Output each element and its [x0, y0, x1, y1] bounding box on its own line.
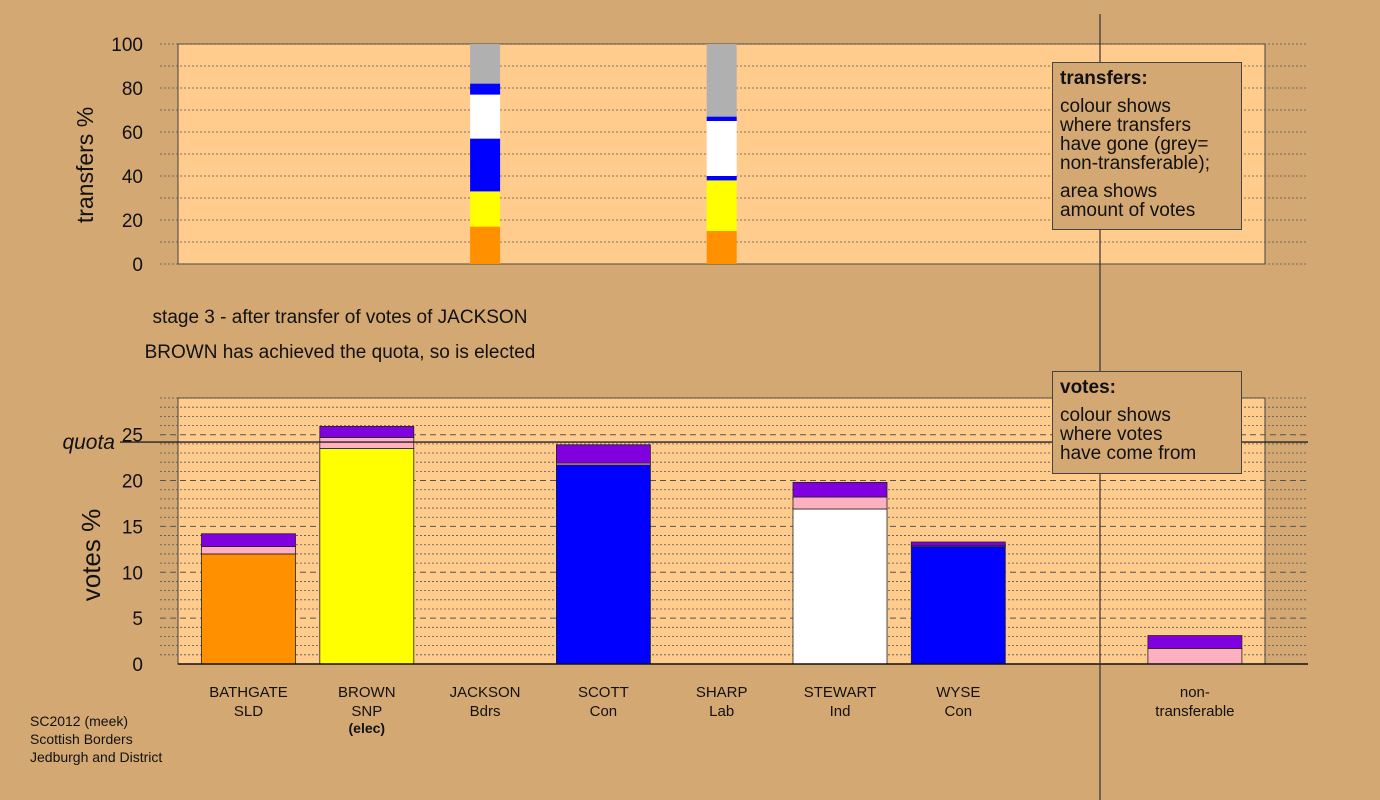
votes-y-axis-label: votes % — [76, 509, 106, 602]
vote-bar-segment — [792, 508, 888, 665]
candidate-name-label: JACKSON — [450, 684, 521, 701]
transfer-bar-segment — [470, 44, 501, 84]
vote-bar-segment — [792, 481, 888, 498]
votes-y-tick-label: 25 — [122, 426, 143, 447]
votes-legend-title: votes: — [1060, 377, 1116, 398]
candidate-name-label: STEWART — [804, 684, 877, 701]
quota-label: quota — [62, 431, 115, 454]
transfer-bar-segment — [706, 121, 737, 176]
transfers-y-tick-label: 60 — [122, 123, 143, 144]
transfer-bar-segment — [706, 116, 737, 121]
votes-legend-line: colour shows where votes have come from — [1060, 405, 1197, 464]
transfers-y-tick-label: 40 — [122, 167, 143, 188]
footer-line: Jedburgh and District — [30, 749, 163, 765]
stage-caption: stage 3 - after transfer of votes of JAC… — [152, 307, 528, 328]
candidate-name-label: non- — [1180, 684, 1210, 701]
result-caption: BROWN has achieved the quota, so is elec… — [144, 342, 536, 363]
vote-bar-segment — [556, 444, 651, 464]
transfer-bar-segment — [470, 138, 501, 192]
votes-y-tick-label: 5 — [132, 609, 143, 630]
votes-legend: votes: colour shows where votes have com… — [1052, 371, 1242, 474]
transfer-bar-segment — [706, 44, 737, 117]
vote-bar-segment — [1147, 648, 1243, 665]
candidate-party-label: SNP — [351, 703, 382, 720]
candidate-party-label: Ind — [830, 703, 851, 720]
candidate-party-label: Lab — [709, 703, 734, 720]
transfers-legend-line: colour shows where transfers have gone (… — [1060, 96, 1210, 174]
votes-y-tick-label: 0 — [132, 655, 143, 676]
vote-bar-segment — [319, 448, 415, 665]
transfer-bar-segment — [470, 94, 501, 139]
vote-bar-segment — [910, 546, 1006, 665]
transfers-y-tick-label: 0 — [132, 255, 143, 276]
footer-line: Scottish Borders — [30, 731, 133, 747]
candidate-name-label: SCOTT — [578, 684, 629, 701]
vote-bar-segment — [556, 464, 651, 665]
transfers-y-tick-label: 100 — [111, 35, 143, 56]
candidate-name-label: BATHGATE — [209, 684, 288, 701]
transfers-legend-line: area shows amount of votes — [1060, 181, 1196, 221]
transfers-y-tick-label: 20 — [122, 211, 143, 232]
votes-y-tick-label: 20 — [122, 472, 143, 493]
transfer-bar-segment — [706, 180, 737, 231]
transfer-bar-segment — [706, 176, 737, 181]
candidate-party-label: Bdrs — [470, 703, 501, 720]
candidate-party-label: Con — [945, 703, 973, 720]
candidate-name-label: SHARP — [696, 684, 748, 701]
candidate-name-label: BROWN — [338, 684, 396, 701]
vote-bar-segment — [792, 496, 888, 510]
candidate-name-label: WYSE — [936, 684, 980, 701]
vote-bar-segment — [1147, 635, 1243, 649]
transfer-bar-segment — [706, 231, 737, 264]
vote-bar-segment — [319, 426, 415, 438]
vote-bar-segment — [319, 437, 415, 449]
transfers-legend: transfers: colour shows where transfers … — [1052, 62, 1242, 230]
transfer-bar-segment — [470, 83, 501, 95]
candidate-party-label: transferable — [1155, 703, 1234, 720]
transfers-y-tick-label: 80 — [122, 79, 143, 100]
footer: SC2012 (meek) Scottish Borders Jedburgh … — [30, 712, 162, 766]
candidate-party-label: Con — [590, 703, 618, 720]
vote-bar-segment — [201, 546, 296, 555]
elected-note: (elec) — [349, 720, 386, 736]
candidate-party-label: SLD — [234, 703, 263, 720]
footer-line: SC2012 (meek) — [30, 713, 129, 729]
votes-y-tick-label: 15 — [122, 517, 143, 538]
vote-bar-segment — [201, 533, 296, 547]
votes-y-tick-label: 10 — [122, 563, 143, 584]
vote-bar-segment — [910, 541, 1006, 547]
transfer-bar-segment — [470, 226, 501, 264]
transfers-y-axis-label: transfers % — [72, 107, 98, 223]
vote-bar-segment — [201, 553, 296, 665]
transfers-legend-title: transfers: — [1060, 68, 1148, 89]
transfer-bar-segment — [470, 191, 501, 227]
